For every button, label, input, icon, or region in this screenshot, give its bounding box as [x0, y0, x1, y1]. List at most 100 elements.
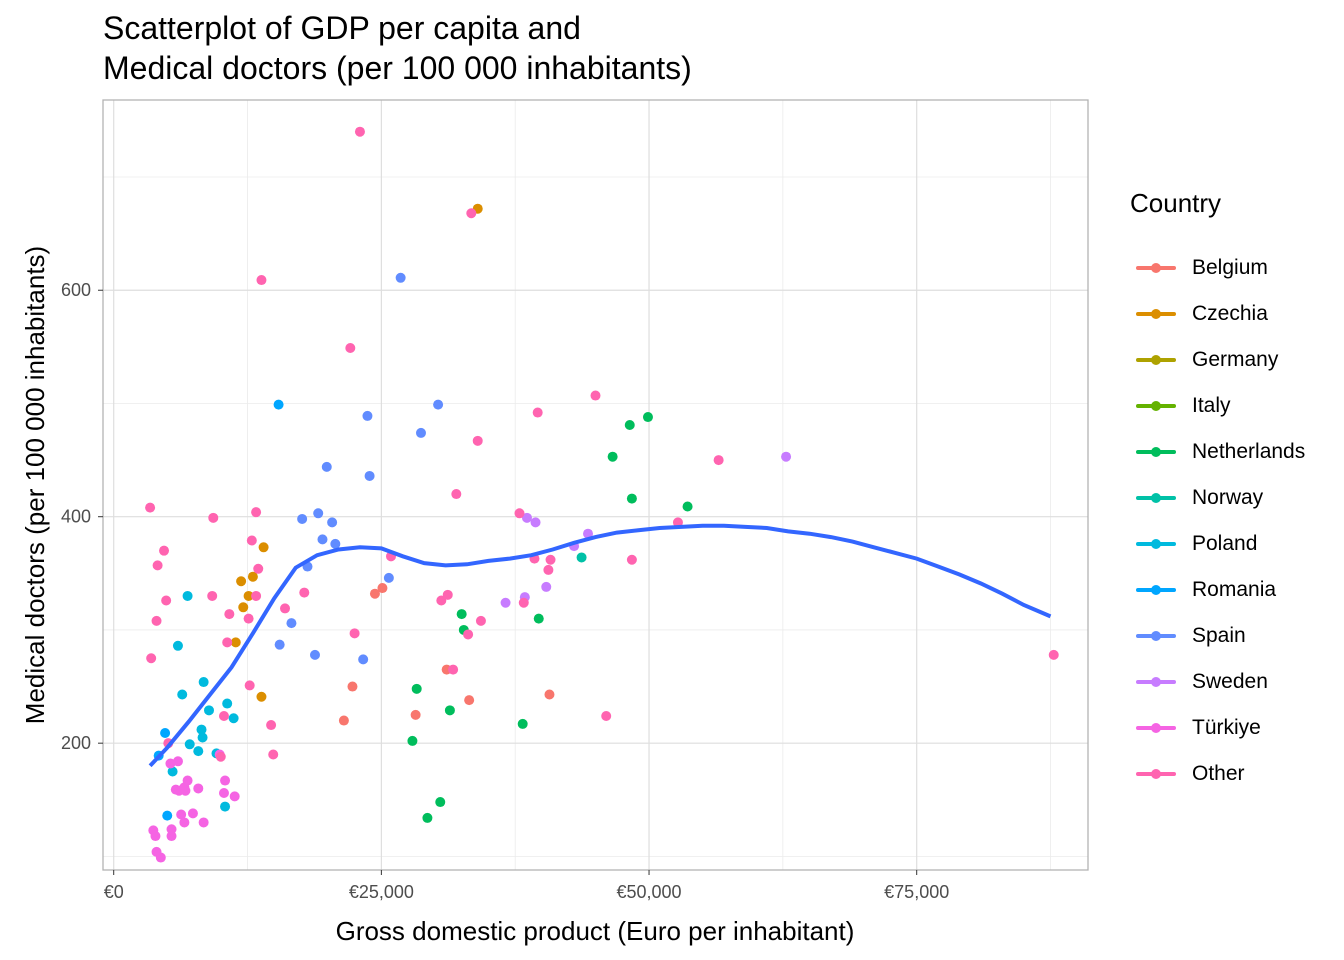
data-point	[187, 808, 198, 819]
data-point	[327, 517, 338, 528]
data-point	[442, 589, 453, 600]
data-point	[545, 554, 556, 565]
legend-label: Italy	[1192, 394, 1231, 417]
data-point	[179, 817, 190, 828]
data-point	[161, 595, 172, 606]
data-point	[369, 588, 380, 599]
data-point	[514, 508, 525, 519]
data-point	[321, 461, 332, 472]
legend-key-icon	[1136, 258, 1176, 278]
legend-key-icon	[1136, 718, 1176, 738]
data-point	[273, 399, 284, 410]
data-point	[177, 689, 188, 700]
data-point	[228, 713, 239, 724]
data-point	[253, 563, 264, 574]
legend-key-icon	[1136, 304, 1176, 324]
data-point	[354, 126, 365, 137]
data-point	[207, 590, 218, 601]
data-point	[530, 517, 541, 528]
data-point	[383, 572, 394, 583]
plot-panel-border	[102, 99, 1089, 871]
data-point	[243, 590, 254, 601]
data-point	[220, 801, 231, 812]
data-point	[347, 681, 358, 692]
data-point	[1048, 649, 1059, 660]
legend-label: Romania	[1192, 578, 1277, 601]
y-tick-label: 400	[61, 507, 91, 527]
y-tick-label: 600	[61, 280, 91, 300]
data-point	[238, 602, 249, 613]
data-point	[176, 809, 187, 820]
data-point	[215, 751, 226, 762]
major-gridlines	[103, 100, 1088, 870]
legend-item: Spain	[1130, 613, 1305, 659]
data-point	[266, 720, 277, 731]
data-point	[436, 595, 447, 606]
data-point	[345, 342, 356, 353]
data-point	[626, 493, 637, 504]
data-point	[338, 715, 349, 726]
legend-key-icon	[1136, 442, 1176, 462]
x-tick-label: €25,000	[349, 882, 414, 902]
data-point	[166, 824, 177, 835]
data-point	[256, 275, 267, 286]
data-point	[583, 528, 594, 539]
data-point	[330, 538, 341, 549]
chart-title-line-1: Scatterplot of GDP per capita and	[103, 10, 581, 46]
legend-item: Germany	[1130, 337, 1305, 383]
data-point	[182, 590, 193, 601]
data-point	[607, 451, 618, 462]
data-point	[472, 435, 483, 446]
data-point	[624, 419, 635, 430]
data-point	[672, 517, 683, 528]
legend-label: Germany	[1192, 348, 1279, 371]
data-point	[411, 683, 422, 694]
legend-key-icon	[1136, 580, 1176, 600]
data-point	[448, 664, 459, 675]
legend-key-icon	[1136, 350, 1176, 370]
data-point	[180, 785, 191, 796]
data-point	[364, 470, 375, 481]
legend-label: Poland	[1192, 532, 1258, 555]
data-point	[518, 597, 529, 608]
x-tick-label: €0	[104, 882, 124, 902]
y-tick-label: 200	[61, 733, 91, 753]
data-point	[521, 512, 532, 523]
data-point	[196, 724, 207, 735]
data-point	[781, 451, 792, 462]
data-point	[230, 637, 241, 648]
data-point	[268, 749, 279, 760]
data-point	[244, 680, 255, 691]
data-point	[433, 399, 444, 410]
data-point	[218, 711, 229, 721]
data-point	[198, 677, 209, 688]
chart-title-line-2: Medical doctors (per 100 000 inhabitants…	[103, 50, 692, 86]
data-point	[317, 534, 328, 545]
data-point	[172, 640, 183, 651]
data-point	[159, 545, 170, 556]
data-point	[258, 542, 269, 553]
legend-key-icon	[1136, 672, 1176, 692]
legend-label: Belgium	[1192, 256, 1268, 279]
data-point	[280, 603, 291, 614]
data-point	[286, 618, 297, 629]
x-tick-label: €75,000	[884, 882, 949, 902]
data-point	[590, 390, 601, 401]
data-point	[152, 560, 163, 571]
y-axis-title: Medical doctors (per 100 000 inhabitants…	[20, 246, 50, 724]
data-point	[146, 653, 157, 664]
data-point	[544, 689, 555, 700]
legend-item: Czechia	[1130, 291, 1305, 337]
data-point	[247, 571, 258, 582]
data-point	[444, 705, 455, 716]
data-point	[642, 412, 653, 423]
y-axis-ticks: 200 400 600	[61, 280, 103, 753]
data-point	[415, 427, 426, 438]
data-point	[466, 208, 477, 219]
data-point	[533, 613, 544, 624]
data-point	[532, 407, 543, 418]
data-point	[435, 797, 446, 808]
data-point	[299, 587, 310, 598]
data-point	[456, 609, 467, 620]
